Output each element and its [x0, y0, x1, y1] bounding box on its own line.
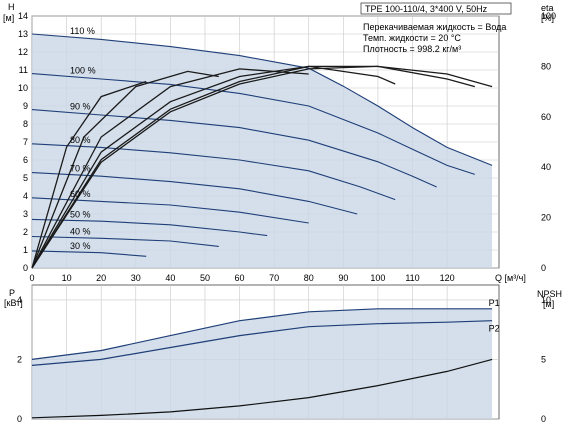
npsh-axis-unit: [м] [543, 299, 554, 309]
y-tick-label: 2 [23, 227, 28, 237]
y-tick-label: 4 [23, 191, 28, 201]
y-tick-label: 14 [18, 11, 28, 21]
head-curve-label: 80 % [70, 135, 91, 145]
y2-tick-label: 20 [541, 213, 551, 223]
bottom-tick-labels: 0 2 4 0 5 10 [17, 295, 551, 424]
top-envelope-fill [32, 34, 493, 268]
eta-curve [31, 65, 396, 269]
head-curve-label: 50 % [70, 209, 91, 219]
power-curve [31, 308, 493, 360]
eta-curve [31, 65, 475, 269]
head-curve [31, 109, 437, 188]
note-density: Плотность = 998.2 кг/м³ [363, 44, 461, 54]
x-axis-label: Q [м³/ч] [495, 273, 526, 283]
npsh-axis-label: NPSH [537, 289, 562, 299]
y-tick-label: 5 [23, 173, 28, 183]
y-axis-label: H [8, 2, 15, 12]
p-tick-label: 4 [17, 295, 22, 305]
head-curve-label: 110 % [70, 26, 95, 36]
head-curve-label: 40 % [70, 226, 91, 236]
y2-tick-label: 60 [541, 112, 551, 122]
head-curve [31, 250, 147, 257]
head-curve [31, 218, 268, 237]
y2-axis-unit: [%] [541, 13, 554, 23]
x-tick-label: 0 [29, 273, 34, 283]
eta-curve [31, 65, 493, 269]
head-curve-label: 60 % [70, 189, 91, 199]
operating-range-fill [32, 34, 493, 268]
x-tick-label: 100 [370, 273, 385, 283]
head-curve-label: 90 % [70, 102, 91, 112]
y-tick-label: 13 [18, 29, 28, 39]
eta-curve [31, 70, 219, 269]
p-axis-unit: [кВт] [4, 298, 23, 308]
x-tick-label: 70 [269, 273, 279, 283]
p-tick-label: 0 [17, 414, 22, 424]
head-curve-label: 100 % [70, 66, 96, 76]
npsh-tick-label: 5 [541, 354, 546, 364]
x-tick-label: 110 [405, 273, 419, 283]
y-tick-label: 0 [23, 263, 28, 273]
head-curve-label: 30 % [70, 241, 91, 251]
y-tick-label: 6 [23, 155, 28, 165]
p-axis-label: P [9, 288, 15, 298]
title-box [360, 2, 512, 15]
bottom-envelope-fill [32, 308, 493, 419]
note-temperature: Темп. жидкости = 20 °C [363, 33, 461, 43]
head-curve [31, 33, 493, 166]
x-tick-label: 60 [235, 273, 245, 283]
bottom-series-group [31, 308, 493, 419]
y2-tick-label: 40 [541, 162, 551, 172]
y2-tick-label: 100 [541, 11, 556, 21]
y-tick-label: 10 [18, 83, 28, 93]
y-axis-unit: [м] [3, 13, 14, 23]
curve-labels: 110 % 100 % 90 % 80 % 70 % 60 % 50 % 40 % 30 % P1… [70, 26, 500, 334]
power-curve-label: P2 [489, 324, 500, 334]
npsh-curve [31, 358, 493, 419]
chart-title: TPE 100-110/4, 3*400 V, 50Hz [365, 4, 488, 14]
x-tick-label: 50 [200, 273, 210, 283]
y-tick-label: 12 [18, 47, 28, 57]
x-tick-label: 90 [338, 273, 348, 283]
head-curve-label: 70 % [70, 164, 91, 174]
top-series-group [31, 33, 493, 269]
eta-curve [31, 80, 147, 269]
power-range-fill [32, 308, 493, 419]
head-curve [31, 172, 358, 215]
y-tick-label: 11 [19, 65, 28, 75]
npsh-tick-label: 0 [541, 414, 546, 424]
y-tick-label: 3 [23, 209, 28, 219]
x-tick-label: 30 [131, 273, 141, 283]
top-tick-labels: 0 10 20 30 40 50 60 70 80 90 100 110 120012345678910… [18, 11, 556, 283]
y-tick-label: 1 [23, 245, 28, 255]
note-fluid: Перекачиваемая жидкость = Вода [363, 22, 506, 32]
head-curve [31, 197, 309, 224]
y-tick-label: 7 [23, 137, 28, 147]
npsh-tick-label: 10 [541, 295, 551, 305]
p-tick-label: 2 [17, 354, 22, 364]
x-tick-label: 80 [304, 273, 314, 283]
x-tick-label: 20 [96, 273, 106, 283]
power-curve-label: P1 [489, 298, 500, 308]
y-tick-label: 9 [23, 101, 28, 111]
eta-curve [31, 68, 309, 269]
y-tick-label: 8 [23, 119, 28, 129]
power-curve [31, 320, 493, 366]
y2-tick-label: 80 [541, 61, 551, 71]
head-curve [31, 143, 396, 201]
y2-tick-label: 0 [541, 263, 546, 273]
x-tick-label: 120 [440, 273, 455, 283]
x-tick-label: 40 [165, 273, 175, 283]
head-curve [31, 235, 219, 247]
y2-axis-label: eta [541, 3, 554, 13]
head-curve [31, 73, 475, 175]
x-tick-label: 10 [62, 273, 72, 283]
